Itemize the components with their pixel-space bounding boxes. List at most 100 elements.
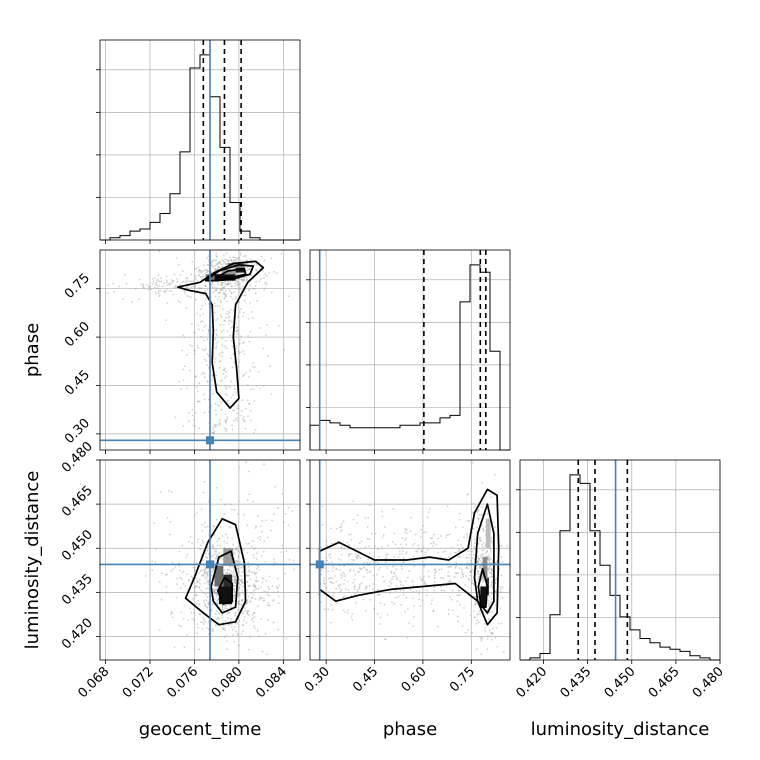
scatter-gt-ld-tick-label-y-1: 0.435 [59,571,96,608]
scatter-phase-ld-sample-point [419,605,422,607]
scatter-gt-phase-sample-point [214,289,217,292]
scatter-gt-phase-sample-point [229,282,232,285]
scatter-phase-ld-sample-point [405,537,407,540]
scatter-gt-phase-sample-point [221,344,224,346]
scatter-phase-ld-sample-point [357,554,360,556]
scatter-phase-ld-sample-point [368,571,371,573]
scatter-gt-ld-sample-point [201,529,204,532]
scatter-gt-phase-sample-point [166,281,168,284]
scatter-gt-ld-sample-point [204,526,207,528]
scatter-gt-ld-sample-point [185,556,188,558]
scatter-gt-ld-sample-point [247,565,250,568]
scatter-gt-ld-sample-point [255,525,257,528]
scatter-phase-ld-sample-point [488,561,491,564]
scatter-gt-phase-sample-point [223,297,226,299]
scatter-gt-phase-sample-point [182,368,185,371]
scatter-gt-ld-sample-point [276,577,279,580]
scatter-phase-ld-sample-point [408,570,411,573]
scatter-gt-ld-sample-point [277,586,279,589]
scatter-gt-ld-sample-point [287,506,290,509]
scatter-gt-ld-sample-point [194,594,197,597]
scatter-gt-phase-sample-point [236,330,238,332]
scatter-gt-phase-sample-point [200,373,203,376]
scatter-gt-ld-sample-point [154,548,157,551]
scatter-phase-ld-sample-point [482,528,484,531]
scatter-gt-phase-sample-point [218,305,221,308]
scatter-gt-ld-sample-point [231,508,233,511]
scatter-gt-ld-sample-point [258,569,261,571]
scatter-gt-phase-sample-point [256,299,259,302]
scatter-phase-ld-sample-point [384,561,387,563]
scatter-gt-phase-sample-point [223,385,226,387]
scatter-phase-ld-sample-point [339,590,342,593]
scatter-phase-ld-sample-point [459,603,461,606]
scatter-gt-phase-sample-point [225,252,228,255]
scatter-phase-ld-sample-point [366,526,369,528]
scatter-phase-ld-sample-point [485,551,487,554]
scatter-gt-phase-sample-point [219,380,222,383]
scatter-phase-ld-sample-point [338,587,341,589]
scatter-gt-ld-sample-point [191,618,194,620]
scatter-gt-phase-sample-point [225,263,228,265]
hist-phase-frame [309,249,511,451]
scatter-phase-ld-sample-point [352,518,355,521]
scatter-gt-phase-sample-point [224,280,226,283]
scatter-gt-ld-sample-point [252,500,254,503]
scatter-gt-ld-sample-point [206,596,209,598]
scatter-gt-ld-sample-point [241,624,244,626]
scatter-phase-ld-sample-point [381,536,384,539]
scatter-gt-ld-sample-point [197,581,200,584]
scatter-gt-phase-sample-point [256,259,259,261]
scatter-gt-ld-sample-point [251,571,253,574]
scatter-gt-phase-sample-point [163,289,166,292]
scatter-gt-ld-tick-label-y-2: 0.450 [59,527,96,564]
scatter-gt-phase-sample-point [257,370,260,373]
scatter-gt-ld-sample-point [170,611,173,614]
scatter-gt-phase-sample-point [193,349,196,351]
scatter-gt-phase-sample-point [243,294,246,297]
scatter-gt-phase-sample-point [190,280,192,283]
scatter-gt-ld-sample-point [254,573,257,576]
scatter-phase-ld-sample-point [362,598,365,601]
scatter-phase-ld-sample-point [360,568,363,571]
scatter-gt-ld-sample-point [172,568,175,571]
scatter-gt-ld-sample-point [239,579,242,581]
scatter-phase-ld-sample-point [491,581,493,584]
scatter-gt-ld-sample-point [254,627,257,630]
scatter-phase-ld-sample-point [491,586,494,589]
scatter-gt-phase-sample-point [253,400,256,402]
scatter-gt-ld-sample-point [232,584,235,587]
scatter-phase-ld-sample-point [488,559,490,562]
scatter-gt-phase-sample-point [244,420,247,422]
scatter-phase-ld-sample-point [366,537,369,540]
scatter-phase-ld-sample-point [393,532,396,535]
scatter-gt-phase-contour-0 [176,260,265,409]
scatter-phase-ld-sample-point [488,576,491,578]
scatter-gt-phase-sample-point [215,244,217,246]
scatter-gt-ld-sample-point [261,650,264,653]
scatter-gt-phase-sample-point [143,287,146,289]
scatter-gt-phase-sample-point [233,419,235,422]
scatter-gt-ld-sample-point [198,586,201,589]
scatter-phase-ld-sample-point [401,546,404,549]
scatter-gt-ld-sample-point [205,556,208,559]
scatter-phase-ld-sample-point [491,573,493,576]
scatter-gt-phase-sample-point [235,391,238,394]
scatter-gt-ld-sample-point [221,535,224,537]
scatter-gt-ld-sample-point [184,585,187,587]
scatter-gt-phase-sample-point [238,352,241,355]
scatter-phase-ld-sample-point [423,582,426,585]
x-axis-label-luminosity-distance: luminosity_distance [531,719,710,740]
scatter-phase-ld-sample-point [480,565,482,568]
scatter-gt-ld-sample-point [212,584,215,586]
scatter-gt-phase-sample-point [205,268,207,271]
scatter-phase-ld-sample-point [376,573,379,576]
scatter-gt-ld-sample-point [226,568,229,571]
scatter-phase-ld-sample-point [390,570,392,573]
scatter-gt-ld-sample-point [249,601,252,603]
scatter-gt-phase-sample-point [217,295,220,298]
scatter-gt-phase-sample-point [217,266,220,269]
scatter-phase-ld-sample-point [477,517,480,520]
scatter-phase-ld-sample-point [356,558,358,560]
scatter-phase-ld-sample-point [384,526,386,528]
